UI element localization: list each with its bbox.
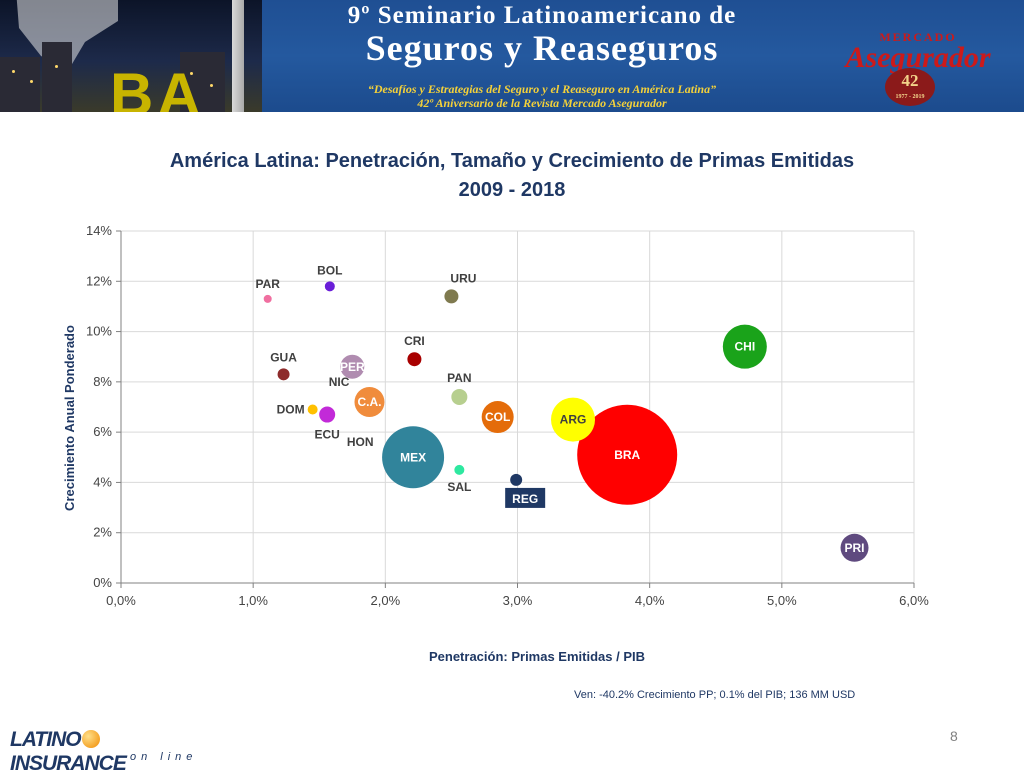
label-bra: BRA	[614, 448, 640, 462]
x-tick-label: 5,0%	[767, 593, 797, 608]
y-tick-label: 0%	[93, 575, 112, 590]
label-ca: C.A.	[357, 395, 381, 409]
y-tick-label: 8%	[93, 374, 112, 389]
y-axis-label: Crecimiento Anual Ponderado	[62, 325, 77, 511]
bubble-per	[340, 354, 365, 379]
banner-title-line1: 9º Seminario Latinoamericano de	[347, 2, 737, 29]
light-dot	[55, 65, 58, 68]
slide-title: América Latina: Penetración, Tamaño y Cr…	[0, 147, 1024, 205]
y-tick-label: 6%	[93, 424, 112, 439]
bubble-mex	[382, 426, 445, 489]
bubble-gua	[277, 368, 290, 381]
header-banner: BA 9º Seminario Latinoamericano de Segur…	[0, 0, 1024, 112]
x-tick-label: 3,0%	[503, 593, 533, 608]
logo-subtitle: on line	[130, 751, 198, 763]
y-tick-label: 14%	[86, 223, 112, 238]
banner-title-line2: Seguros y Reaseguros	[365, 28, 719, 68]
y-tick-label: 4%	[93, 474, 112, 489]
slide-title-line2: 2009 - 2018	[458, 179, 566, 201]
venezuela-note: Ven: -40.2% Crecimiento PP; 0.1% del PIB…	[574, 689, 856, 701]
label-sal: SAL	[447, 480, 471, 494]
bubble-uru	[444, 289, 459, 304]
bubble-col	[481, 401, 514, 434]
label-reg: REG	[512, 492, 538, 506]
label-bol: BOL	[317, 263, 342, 277]
label-dom: DOM	[277, 403, 305, 417]
bubble-cri	[407, 352, 422, 367]
label-box-reg	[505, 487, 546, 508]
y-tick-label: 2%	[93, 525, 112, 540]
light-dot	[210, 84, 213, 87]
banner-subtitle-line2: 42º Aniversario de la Revista Mercado As…	[417, 96, 667, 110]
label-pan: PAN	[447, 371, 471, 385]
bubble-bol	[324, 281, 335, 292]
slide-title-line1: América Latina: Penetración, Tamaño y Cr…	[169, 150, 855, 172]
buenos-aires-photo: BA	[0, 0, 262, 112]
seal-number: 42	[901, 71, 919, 90]
x-axis-label: Penetración: Primas Emitidas / PIB	[429, 649, 645, 664]
ba-letters: BA	[110, 61, 205, 112]
y-tick-label: 10%	[86, 324, 112, 339]
label-ecu: ECU	[315, 428, 340, 442]
globe-icon	[81, 730, 100, 748]
label-hon: HON	[347, 435, 374, 449]
bubble-arg	[551, 397, 596, 442]
building-shape	[180, 52, 225, 112]
label-gua: GUA	[270, 350, 297, 364]
x-tick-label: 0,0%	[106, 593, 136, 608]
bubble-pan	[451, 388, 468, 405]
latino-insurance-logo: LATINOINSURANCE on line	[10, 728, 200, 775]
label-uru: URU	[450, 271, 476, 285]
seal-years: 1977 - 2019	[895, 94, 925, 100]
light-dot	[12, 70, 15, 73]
page-number: 8	[950, 728, 958, 744]
x-tick-label: 6,0%	[899, 593, 929, 608]
bubble-ecu	[319, 406, 336, 423]
bubble-bra	[577, 404, 678, 505]
bubble-reg	[510, 473, 523, 486]
light-dot	[30, 80, 33, 83]
anniversary-seal-icon: 42 1977 - 2019	[885, 68, 935, 106]
label-arg: ARG	[560, 413, 587, 427]
logo-large-text: Asegurador	[845, 41, 991, 74]
label-par: PAR	[255, 277, 280, 291]
x-tick-label: 2,0%	[371, 593, 401, 608]
light-dot	[190, 72, 193, 75]
building-shape	[42, 42, 72, 112]
x-tick-label: 4,0%	[635, 593, 665, 608]
label-per: PER	[340, 360, 365, 374]
building-shape	[0, 57, 40, 112]
banner-subtitle-line1: “Desafíos y Estrategias del Seguro y el …	[367, 82, 717, 96]
label-cri: CRI	[404, 334, 425, 348]
label-mex: MEX	[400, 450, 426, 464]
y-tick-label: 12%	[86, 273, 112, 288]
obelisk-shape	[232, 0, 244, 112]
label-pri: PRI	[845, 541, 865, 555]
label-nic: NIC	[329, 375, 350, 389]
bubble-ca	[354, 386, 385, 417]
logo-word-latino: LATINO	[10, 728, 82, 751]
label-chi: CHI	[734, 340, 755, 354]
bubble-chi	[722, 324, 767, 369]
bubble-pri	[840, 533, 869, 562]
logo-small-text: MERCADO	[879, 30, 957, 44]
logo-word-insurance: INSURANCE	[10, 752, 127, 775]
bubble-dom	[307, 404, 318, 415]
bubble-sal	[454, 464, 465, 475]
bubble-par	[263, 294, 272, 303]
mercado-asegurador-logo: MERCADO Asegurador	[826, 30, 1010, 74]
x-tick-label: 1,0%	[238, 593, 268, 608]
label-col: COL	[485, 410, 510, 424]
